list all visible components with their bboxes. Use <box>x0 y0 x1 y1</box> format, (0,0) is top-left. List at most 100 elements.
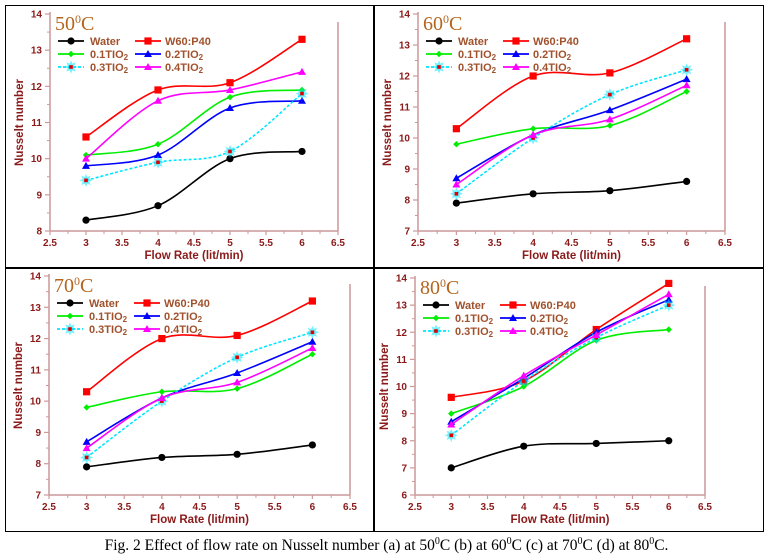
legend-entry-w60-p40: W60:P40 <box>134 298 210 310</box>
legend-entry-0-1tio2: 0.1TIO2 <box>57 311 128 324</box>
data-point <box>157 394 166 402</box>
data-point <box>519 371 528 379</box>
x-tick-label: 5 <box>234 502 240 513</box>
series-line <box>86 347 313 449</box>
axes: 2.5 3 3.5 4 4.5 5 5.5 6 6.5 7 8 9 10 11 12 13 14 <box>30 272 358 514</box>
x-tick-label: 6.5 <box>718 238 732 249</box>
data-point <box>529 72 537 80</box>
x-tick-label: 5.5 <box>641 238 655 249</box>
chart-panel-70c: 2.5 3 3.5 4 4.5 5 5.5 6 6.5 7 8 9 10 11 12 13 14 Flow Rat… <box>13 272 358 527</box>
data-point <box>233 385 241 392</box>
panel-divider-vertical <box>373 5 375 532</box>
series-line <box>451 439 669 469</box>
data-point <box>83 463 91 471</box>
legend-entry-0-3tio2: 0.3TIO2 <box>58 60 129 75</box>
legend-label: 0.4TIO2 <box>530 326 569 339</box>
x-tick-label: 5 <box>593 502 599 513</box>
series-0-3tio2 <box>79 87 309 187</box>
y-tick-label: 12 <box>399 72 411 83</box>
x-tick-label: 4.5 <box>187 238 201 249</box>
x-tick-label: 5 <box>607 238 613 249</box>
caption-degree-sup: 0 <box>506 536 512 547</box>
legend-entry-0-2tio2: 0.2TIO2 <box>134 311 203 324</box>
caption-degree-sup: 0 <box>434 536 440 547</box>
legend-entry-w60-p40: W60:P40 <box>503 36 579 48</box>
data-point <box>452 199 460 207</box>
series-0-4tio2 <box>82 67 306 162</box>
temp-degree-sup: 0 <box>74 274 80 288</box>
legend-label: W60:P40 <box>533 36 579 48</box>
y-tick-label: 8 <box>401 436 407 447</box>
data-point <box>82 133 90 141</box>
x-tick-label: 5 <box>227 238 233 249</box>
data-point <box>82 216 90 224</box>
caption-text-part: C (c) at 70 <box>511 537 578 555</box>
series-line <box>450 328 669 415</box>
data-point <box>592 439 600 448</box>
caption-degree-sup: 0 <box>577 536 583 547</box>
series-line <box>86 340 313 443</box>
legend-label: 0.1TIO2 <box>90 49 129 62</box>
y-tick-label: 10 <box>396 382 408 393</box>
data-point <box>82 161 90 169</box>
data-point <box>520 442 528 450</box>
data-point <box>308 441 316 449</box>
series-line <box>86 331 313 459</box>
data-point <box>605 115 614 123</box>
x-tick-label: 5.5 <box>268 502 282 513</box>
legend: Water W60:P40 0.1TIO2 0.2TIO2 0.3TIO2 0.4TIO2 <box>426 36 579 75</box>
data-point <box>447 420 456 428</box>
legend-marker <box>66 299 74 307</box>
series-0-3tio2 <box>444 298 676 442</box>
data-point <box>298 35 306 43</box>
temp-degree-sup: 0 <box>75 12 81 26</box>
legend-marker <box>67 37 75 45</box>
series-w60-p40 <box>447 279 673 401</box>
y-tick-label: 11 <box>396 355 407 366</box>
x-axis-title: Flow Rate (lit/min) <box>150 514 249 526</box>
y-tick-label: 13 <box>30 303 42 314</box>
series-w60-p40 <box>83 297 316 396</box>
x-tick-label: 2.5 <box>42 502 56 513</box>
y-tick-label: 11 <box>399 103 410 114</box>
data-point <box>226 85 234 93</box>
x-tick-label: 3.5 <box>481 502 495 513</box>
legend-marker <box>66 312 74 320</box>
y-tick-label: 7 <box>404 227 410 238</box>
data-point <box>233 378 242 386</box>
x-tick-label: 4.5 <box>553 502 567 513</box>
x-axis-title: Flow Rate (lit/min) <box>510 514 609 526</box>
y-axis-title: Nusselt number <box>379 343 391 430</box>
data-point <box>529 190 537 198</box>
y-tick-label: 14 <box>30 272 42 283</box>
caption-degree-sup: 0 <box>649 536 655 547</box>
y-tick-label: 9 <box>35 428 41 439</box>
panel-temperature-title: 800C <box>420 276 459 299</box>
legend-marker <box>435 37 443 45</box>
series-line <box>455 84 687 186</box>
temp-unit: C <box>80 275 93 297</box>
data-point <box>82 154 90 162</box>
y-tick-label: 13 <box>31 46 43 57</box>
x-tick-label: 3 <box>84 502 90 513</box>
panel-temperature-title: 600C <box>423 12 462 35</box>
data-point <box>154 96 162 104</box>
legend-entry-0-3tio2: 0.3TIO2 <box>426 60 497 75</box>
data-point <box>83 388 91 396</box>
y-tick-label: 12 <box>30 334 42 345</box>
data-point <box>529 130 538 138</box>
legend-marker <box>509 314 517 321</box>
legend-marker <box>512 63 520 70</box>
x-tick-label: 3 <box>83 238 89 249</box>
x-tick-label: 6 <box>666 502 672 513</box>
data-point <box>683 88 690 95</box>
series-line <box>86 300 313 393</box>
series-line <box>85 89 303 156</box>
series-line <box>455 78 687 179</box>
legend-entry-0-2tio2: 0.2TIO2 <box>135 49 204 62</box>
legend-marker <box>143 325 151 332</box>
legend-marker <box>143 312 151 319</box>
legend-marker <box>143 299 151 307</box>
y-tick-label: 14 <box>31 10 43 21</box>
legend-label: Water <box>89 298 120 310</box>
